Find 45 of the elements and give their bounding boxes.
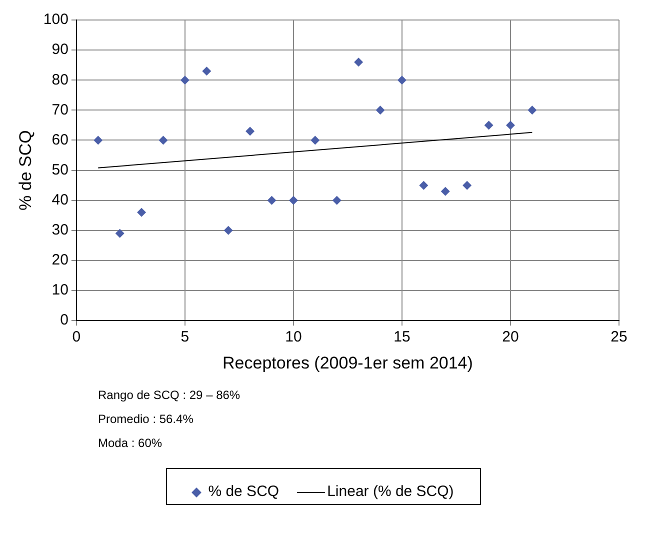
- point: [137, 208, 146, 217]
- point: [462, 180, 472, 190]
- text: Rango de SCQ : 29 – 86%: [98, 388, 242, 402]
- x-tick-label: 5: [180, 328, 190, 346]
- point: [354, 58, 364, 67]
- point: [376, 106, 385, 115]
- point: [288, 196, 298, 205]
- text: Moda : 60%: [98, 436, 164, 450]
- x-axis-title: Receptores (2009-1er sem 2014): [222, 353, 473, 372]
- legend-label: Linear (% de SCQ): [327, 483, 454, 500]
- x-tick-label: 25: [610, 328, 628, 346]
- y-tick-label: 10: [52, 282, 68, 299]
- point: [397, 76, 406, 85]
- y-tick-label: 40: [52, 192, 68, 208]
- point: [419, 180, 428, 190]
- point: [310, 136, 320, 145]
- point: [180, 76, 190, 85]
- point: [202, 66, 212, 76]
- text: Promedio : 56.4%: [98, 412, 194, 426]
- point: [224, 226, 233, 235]
- y-axis-title: % de SCQ: [16, 130, 35, 210]
- x-tick-label: 15: [394, 328, 410, 346]
- x-tick-label: 0: [72, 328, 81, 346]
- point: [484, 120, 494, 130]
- y-tick-label: 0: [60, 312, 68, 329]
- y-tick-label: 50: [52, 161, 68, 178]
- point: [158, 136, 168, 145]
- y-tick-label: 60: [52, 131, 68, 148]
- point: [94, 136, 103, 145]
- point: [246, 126, 255, 136]
- y-tick-label: 30: [52, 222, 68, 239]
- point: [528, 106, 537, 115]
- y-tick-label: 100: [43, 11, 68, 28]
- y-tick-label: 70: [52, 101, 68, 118]
- point: [332, 196, 342, 205]
- y-tick-label: 20: [52, 252, 68, 269]
- x-tick-label: 20: [502, 328, 519, 346]
- legend-label: % de SCQ: [208, 483, 280, 500]
- point: [506, 120, 515, 130]
- y-tick-label: 90: [52, 41, 68, 58]
- x-tick-label: 10: [285, 328, 302, 346]
- y-tick-label: 80: [52, 71, 68, 88]
- point: [267, 196, 276, 205]
- point: [440, 186, 450, 196]
- point: [115, 228, 124, 238]
